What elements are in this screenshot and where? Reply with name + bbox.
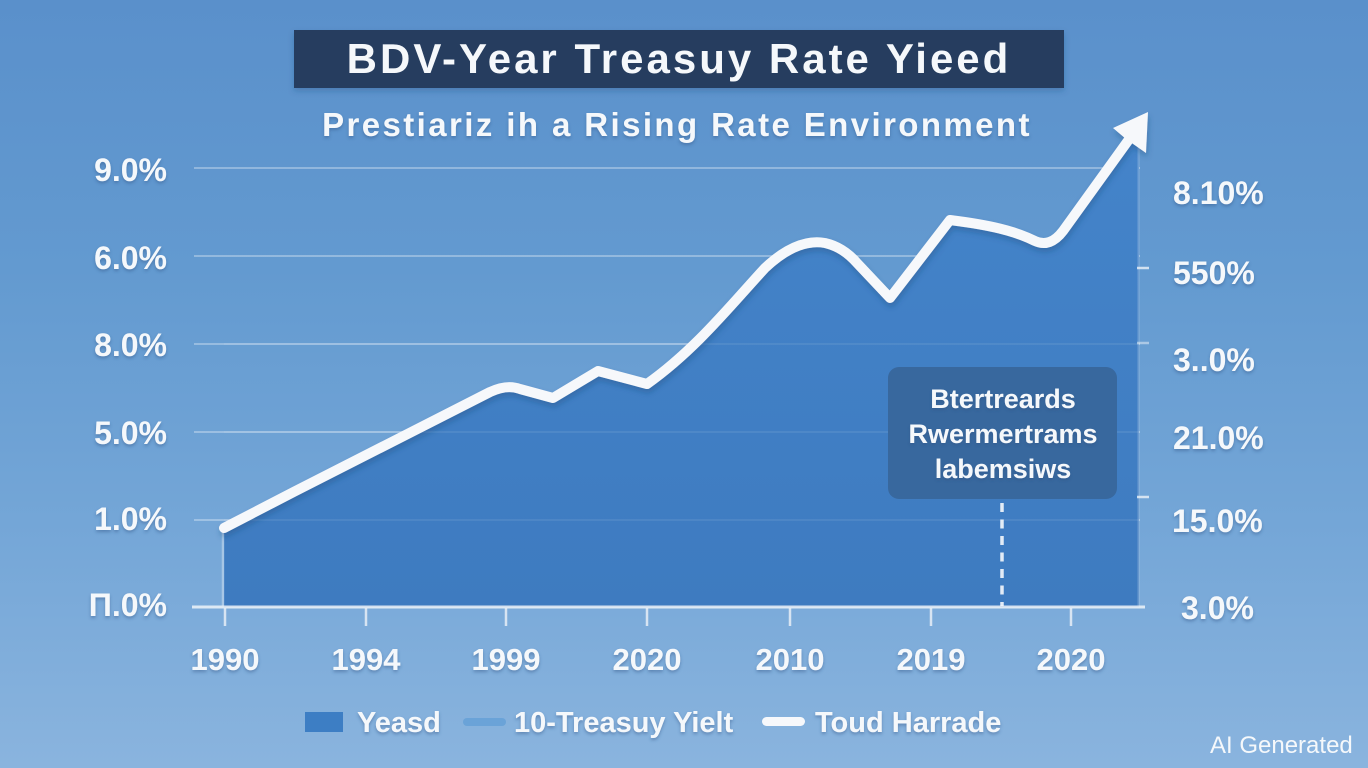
svg-text:1999: 1999 — [472, 642, 541, 677]
svg-text:9.0%: 9.0% — [94, 152, 167, 188]
svg-text:8.10%: 8.10% — [1173, 175, 1264, 211]
svg-text:Btertreards: Btertreards — [930, 384, 1076, 414]
svg-text:8.0%: 8.0% — [94, 327, 167, 363]
svg-text:Π.0%: Π.0% — [89, 587, 167, 623]
svg-text:Prestiariz ih a Rising Rate En: Prestiariz ih a Rising Rate Environment — [322, 106, 1032, 143]
svg-text:6.0%: 6.0% — [94, 240, 167, 276]
svg-text:2010: 2010 — [756, 642, 825, 677]
svg-text:2019: 2019 — [897, 642, 966, 677]
svg-text:AI Generated: AI Generated — [1210, 732, 1353, 759]
svg-text:1994: 1994 — [332, 642, 402, 677]
svg-text:Rwermertrams: Rwermertrams — [908, 419, 1097, 449]
svg-text:3..0%: 3..0% — [1173, 342, 1255, 378]
svg-text:550%: 550% — [1173, 255, 1255, 291]
svg-text:5.0%: 5.0% — [94, 415, 167, 451]
svg-text:3.0%: 3.0% — [1181, 590, 1254, 626]
svg-text:21.0%: 21.0% — [1173, 420, 1264, 456]
svg-text:10-Treasuy Yielt: 10-Treasuy Yielt — [514, 707, 734, 739]
svg-text:15.0%: 15.0% — [1172, 503, 1263, 539]
svg-text:Yeasd: Yeasd — [357, 707, 441, 739]
svg-text:2020: 2020 — [1037, 642, 1106, 677]
svg-text:BDV-Year Treasuy Rate Yieed: BDV-Year Treasuy Rate Yieed — [347, 35, 1012, 82]
svg-text:1.0%: 1.0% — [94, 501, 167, 537]
svg-text:1990: 1990 — [191, 642, 260, 677]
svg-text:Toud Harrade: Toud Harrade — [815, 707, 1001, 739]
svg-text:2020: 2020 — [613, 642, 682, 677]
svg-text:labemsiws: labemsiws — [935, 454, 1072, 484]
